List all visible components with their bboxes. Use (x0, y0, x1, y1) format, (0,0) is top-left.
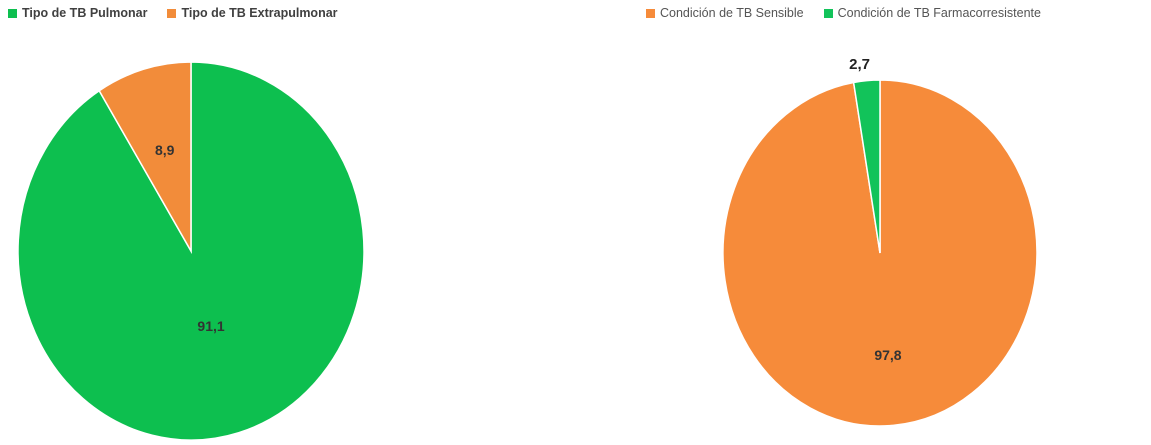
legend-label-extrapulmonar: Tipo de TB Extrapulmonar (181, 6, 338, 20)
pie-chart-condicion-tb: 97,8 2,7 Condición de TB Sensible Condici… (575, 0, 1151, 445)
data-label-condicion-de-tb-sensible: 97,8 (874, 347, 901, 363)
legend-condicion-tb: Condición de TB Sensible Condición de TB… (646, 6, 1061, 20)
legend-item-farmacorresistente: Condición de TB Farmacorresistente (823, 6, 1041, 20)
pie-left-svg: 91,1 8,9 (17, 61, 365, 441)
legend-item-sensible: Condición de TB Sensible (646, 6, 804, 20)
legend-label-sensible: Condición de TB Sensible (660, 6, 804, 20)
pie-slice-tipo-de-tb-extrapulmonar (98, 61, 192, 254)
legend-swatch-sensible (646, 8, 655, 18)
pie-slice-condicion-de-tb-farmacorresistente (852, 79, 881, 254)
legend-label-pulmonar: Tipo de TB Pulmonar (22, 6, 148, 20)
data-label-tipo-de-tb-pulmonar: 91,1 (197, 318, 224, 334)
pie-chart-tipo-tb: 91,1 8,9 Tipo de TB Pulmonar Tipo de TB E… (0, 0, 575, 445)
legend-label-farmacorresistente: Condición de TB Farmacorresistente (837, 6, 1041, 20)
legend-swatch-extrapulmonar (167, 8, 177, 18)
data-label-condicion-de-tb-farmacorresistente: 2,7 (849, 56, 870, 73)
pie-right-svg: 97,8 2,7 (722, 56, 1038, 427)
legend-swatch-pulmonar (8, 8, 17, 18)
legend-item-extrapulmonar: Tipo de TB Extrapulmonar (167, 6, 338, 20)
legend-item-pulmonar: Tipo de TB Pulmonar (8, 6, 147, 20)
legend-tipo-tb: Tipo de TB Pulmonar Tipo de TB Extrapulm… (8, 6, 358, 20)
data-label-tipo-de-tb-extrapulmonar: 8,9 (155, 142, 175, 158)
legend-swatch-farmacorresistente (823, 8, 833, 18)
